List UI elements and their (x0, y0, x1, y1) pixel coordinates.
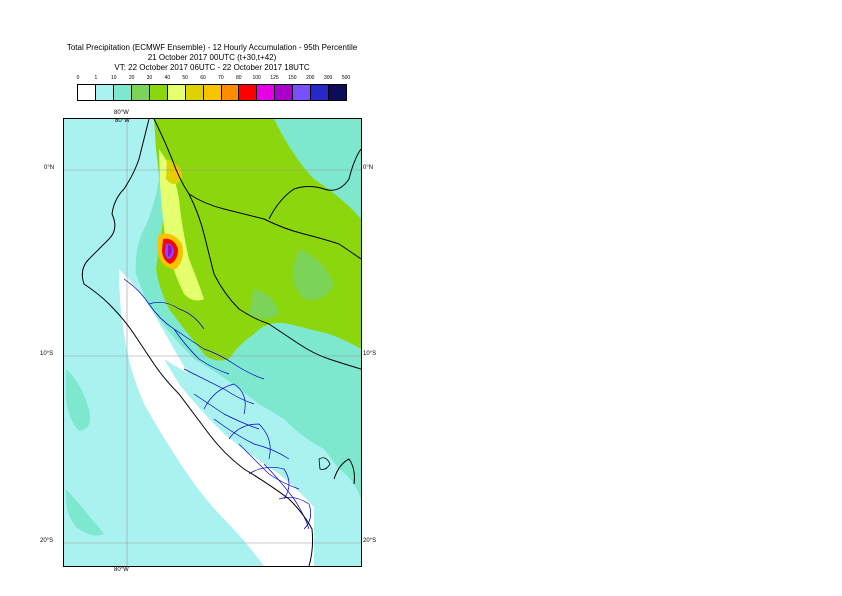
axis-label-lat-right-10: 10°S (363, 351, 377, 357)
precipitation-map (64, 119, 361, 566)
legend-label: 300 (323, 75, 333, 81)
axis-label-lat-right-20: 20°S (363, 538, 377, 544)
axis-label-lat-left-10-outer: 10°S (40, 351, 54, 357)
legend-swatch (239, 85, 258, 100)
legend-swatch (113, 85, 132, 100)
legend-swatch (203, 85, 222, 100)
legend-swatch (185, 85, 204, 100)
lake-titicaca (318, 457, 331, 470)
legend-swatches (77, 84, 347, 101)
axis-label-lon-top: 80°W (115, 118, 130, 124)
legend-labels: 0 1 10 20 30 40 50 60 70 80 100 125 150 200 300 500 (76, 75, 351, 84)
legend-label: 1 (94, 75, 98, 81)
title-line-2: 21 October 2017 00UTC (t+30,t+42) (147, 53, 277, 62)
legend-label: 125 (270, 75, 279, 81)
legend-label: 500 (341, 75, 351, 81)
legend-label: 150 (288, 75, 297, 81)
ocean-patch (66, 489, 104, 536)
axis-label-lat-left-0-outer: 0°N (44, 165, 55, 171)
axis-label-lat-right-0: 0°N (363, 165, 374, 171)
title-line-3: VT: 22 October 2017 06UTC - 22 October 2… (114, 63, 310, 72)
legend-label: 0 (76, 75, 80, 81)
legend-swatch (311, 85, 330, 100)
legend-label: 50 (182, 75, 188, 81)
province-boundaries (123, 278, 311, 530)
legend-label: 80 (236, 75, 242, 81)
ocean-patch (66, 369, 91, 431)
legend-label: 100 (252, 75, 261, 81)
color-legend: 0 1 10 20 30 40 50 60 70 80 100 125 150 200 300 500 (76, 75, 351, 101)
legend-swatch (149, 85, 168, 100)
axis-label-lon-bottom: 80°W (114, 567, 129, 573)
legend-swatch (95, 85, 114, 100)
legend-label: 30 (146, 75, 153, 81)
legend-swatch (329, 85, 347, 100)
title-line-1: Total Precipitation (ECMWF Ensemble) - 1… (66, 43, 358, 52)
axis-label-lat-left-20-outer: 20°S (40, 538, 54, 544)
legend-label: 70 (218, 75, 224, 81)
legend-swatch (293, 85, 312, 100)
legend-label: 200 (306, 75, 315, 81)
rain-core-peak (168, 244, 172, 256)
land-very-heavy-rain (159, 149, 204, 301)
legend-swatch (131, 85, 150, 100)
land-heavy-rain-patch (249, 289, 279, 319)
legend-swatch (257, 85, 276, 100)
axis-label-lon-top-outer: 80°W (114, 110, 129, 116)
legend-swatch (275, 85, 294, 100)
legend-label: 40 (164, 75, 171, 81)
map-frame: 80°W 0°N 10°S 20°S (63, 118, 362, 567)
legend-label: 10 (110, 75, 117, 81)
legend-swatch (78, 85, 96, 100)
map-title-block: Total Precipitation (ECMWF Ensemble) - 1… (0, 43, 424, 73)
land-light-rain (164, 359, 334, 519)
land-heavy-rain-patch (292, 249, 334, 300)
legend-swatch (221, 85, 240, 100)
coastlines-and-borders (81, 119, 361, 566)
legend-swatch (167, 85, 186, 100)
legend-label: 20 (128, 75, 135, 81)
legend-label: 60 (200, 75, 206, 81)
land-heavy-rain (154, 119, 361, 361)
